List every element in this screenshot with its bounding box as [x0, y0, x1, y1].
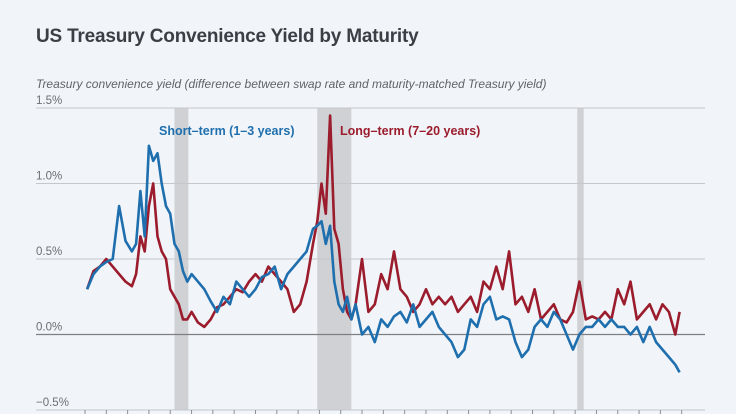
y-tick-label: 0.0% — [36, 322, 62, 334]
y-tick-label: −0.5% — [36, 397, 69, 409]
gridlines — [36, 107, 705, 411]
y-axis-description: Treasury convenience yield (difference b… — [36, 77, 547, 91]
series-line-long-term — [85, 114, 681, 336]
y-tick-label: 0.5% — [36, 246, 62, 258]
label-long-term: Long–term (7–20 years) — [340, 124, 480, 138]
chart-title: US Treasury Convenience Yield by Maturit… — [36, 26, 419, 47]
series-lines — [85, 114, 681, 373]
y-tick-label: 1.5% — [36, 95, 62, 107]
x-axis-ticks — [84, 410, 683, 414]
y-tick-label: 1.0% — [36, 171, 62, 183]
label-short-term: Short–term (1–3 years) — [159, 124, 294, 138]
series-labels: Short–term (1–3 years) Long–term (7–20 ye… — [159, 124, 480, 138]
series-line-short-term — [85, 144, 681, 373]
y-tick-labels: 1.5% 1.0% 0.5% 0.0% −0.5% — [36, 95, 69, 409]
